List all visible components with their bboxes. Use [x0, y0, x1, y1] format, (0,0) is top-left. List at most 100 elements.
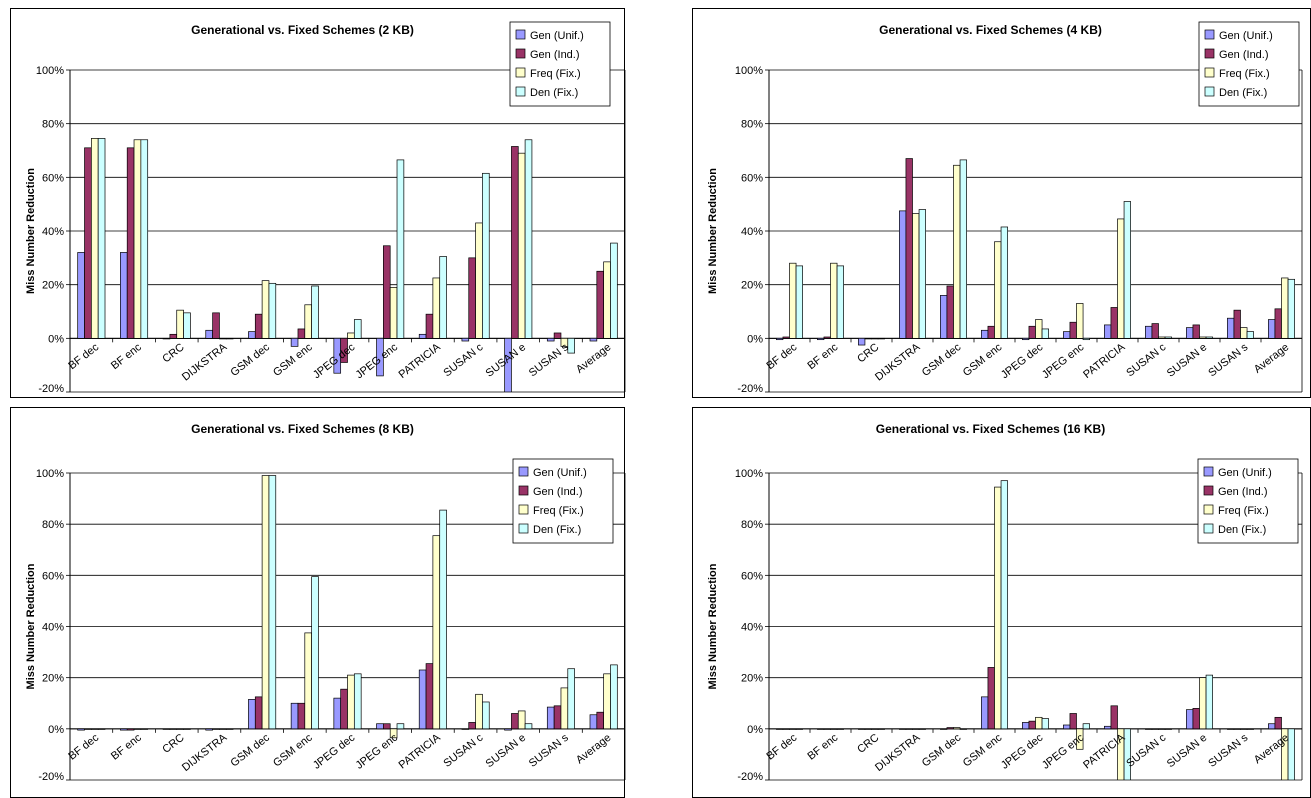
- bar: [432, 535, 441, 730]
- bar: [1164, 728, 1172, 730]
- bar: [183, 728, 191, 730]
- bar: [1076, 303, 1084, 339]
- bar: [297, 328, 306, 339]
- bar: [596, 270, 605, 339]
- bar: [304, 632, 312, 730]
- bar: [940, 728, 948, 730]
- legend-swatch: [515, 86, 526, 97]
- bar: [418, 333, 427, 339]
- bar: [1145, 728, 1153, 730]
- chart-panel: -20%0%20%40%60%80%100%BF dec BF enc CRCDIJ…: [692, 8, 1311, 398]
- legend-box: [509, 21, 611, 107]
- bar: [205, 728, 213, 731]
- bar: [994, 486, 1002, 730]
- bar: [77, 252, 85, 339]
- bar: [782, 336, 790, 339]
- legend-box: [512, 458, 614, 544]
- y-tick-label: 40%: [741, 226, 763, 238]
- bar: [776, 728, 784, 730]
- bar: [133, 728, 142, 730]
- bar: [1240, 728, 1248, 730]
- bar: [268, 282, 277, 339]
- bar: [120, 252, 128, 339]
- bar: [84, 147, 92, 339]
- legend-swatch: [1203, 485, 1214, 496]
- bar: [120, 728, 128, 731]
- bar: [418, 669, 427, 730]
- chart-title: Generational vs. Fixed Schemes (16 KB): [876, 422, 1105, 436]
- legend-label: Gen (Ind.): [530, 49, 580, 61]
- bar: [475, 693, 483, 730]
- bar: [1022, 722, 1030, 730]
- bar: [1035, 319, 1043, 339]
- bar: [1041, 328, 1049, 339]
- bar: [524, 139, 533, 339]
- legend-swatch: [1204, 67, 1215, 78]
- bar: [461, 337, 470, 342]
- chart-title: Generational vs. Fixed Schemes (4 KB): [879, 23, 1102, 37]
- bar: [877, 337, 885, 340]
- bar: [912, 213, 920, 339]
- y-axis-label: Miss Number Reduction: [25, 168, 37, 294]
- bar: [511, 146, 519, 339]
- bar: [858, 337, 866, 346]
- chart-title: Generational vs. Fixed Schemes (8 KB): [191, 422, 414, 436]
- legend-swatch: [518, 523, 529, 534]
- bar: [987, 325, 995, 339]
- y-axis-label: Miss Number Reduction: [25, 563, 37, 689]
- bar: [205, 329, 213, 339]
- bar: [97, 138, 106, 339]
- bar: [162, 728, 171, 730]
- y-tick-label: 0%: [747, 333, 763, 345]
- y-tick-label: 100%: [36, 468, 64, 480]
- bar: [1186, 709, 1194, 730]
- legend-box: [1198, 21, 1300, 107]
- bar: [959, 159, 967, 339]
- bar: [918, 728, 926, 730]
- bar: [1205, 336, 1213, 339]
- bar: [254, 696, 263, 730]
- legend-swatch: [1203, 466, 1214, 477]
- legend-swatch: [1203, 504, 1214, 515]
- bar: [905, 158, 913, 339]
- bar: [776, 337, 784, 341]
- bar: [1199, 336, 1207, 339]
- bar: [981, 329, 989, 339]
- bar: [1192, 708, 1200, 730]
- bar: [589, 337, 598, 342]
- bar: [953, 164, 961, 339]
- y-tick-label: -20%: [38, 383, 64, 395]
- bar: [482, 172, 490, 339]
- bar: [994, 241, 1002, 339]
- bar: [795, 728, 803, 730]
- bar: [439, 509, 447, 730]
- legend-swatch: [518, 485, 529, 496]
- bar: [169, 333, 178, 339]
- bar: [1145, 325, 1153, 339]
- bar: [836, 728, 844, 730]
- bar: [877, 728, 885, 730]
- bar: [546, 337, 555, 342]
- bar: [254, 313, 263, 339]
- legend-swatch: [515, 48, 526, 59]
- bar: [1082, 337, 1090, 341]
- bar: [1028, 325, 1036, 339]
- bar: [1063, 331, 1071, 339]
- bar: [1028, 720, 1036, 730]
- bar: [297, 702, 306, 730]
- bar: [376, 337, 384, 377]
- bar: [1227, 728, 1235, 730]
- chart-panel: -20%0%20%40%60%80%100%BF dec BF enc CRCDIJ…: [10, 8, 626, 398]
- bar: [981, 696, 989, 730]
- bar: [1240, 327, 1248, 339]
- bar: [610, 242, 618, 339]
- legend-label: Gen (Ind.): [533, 486, 583, 498]
- bar: [504, 728, 512, 731]
- bar: [396, 159, 405, 339]
- y-tick-label: 80%: [741, 519, 763, 531]
- bar: [162, 337, 171, 340]
- legend-label: Freq (Fix.): [1219, 68, 1270, 80]
- bar: [823, 336, 831, 339]
- bar: [290, 702, 299, 730]
- bar: [560, 687, 569, 730]
